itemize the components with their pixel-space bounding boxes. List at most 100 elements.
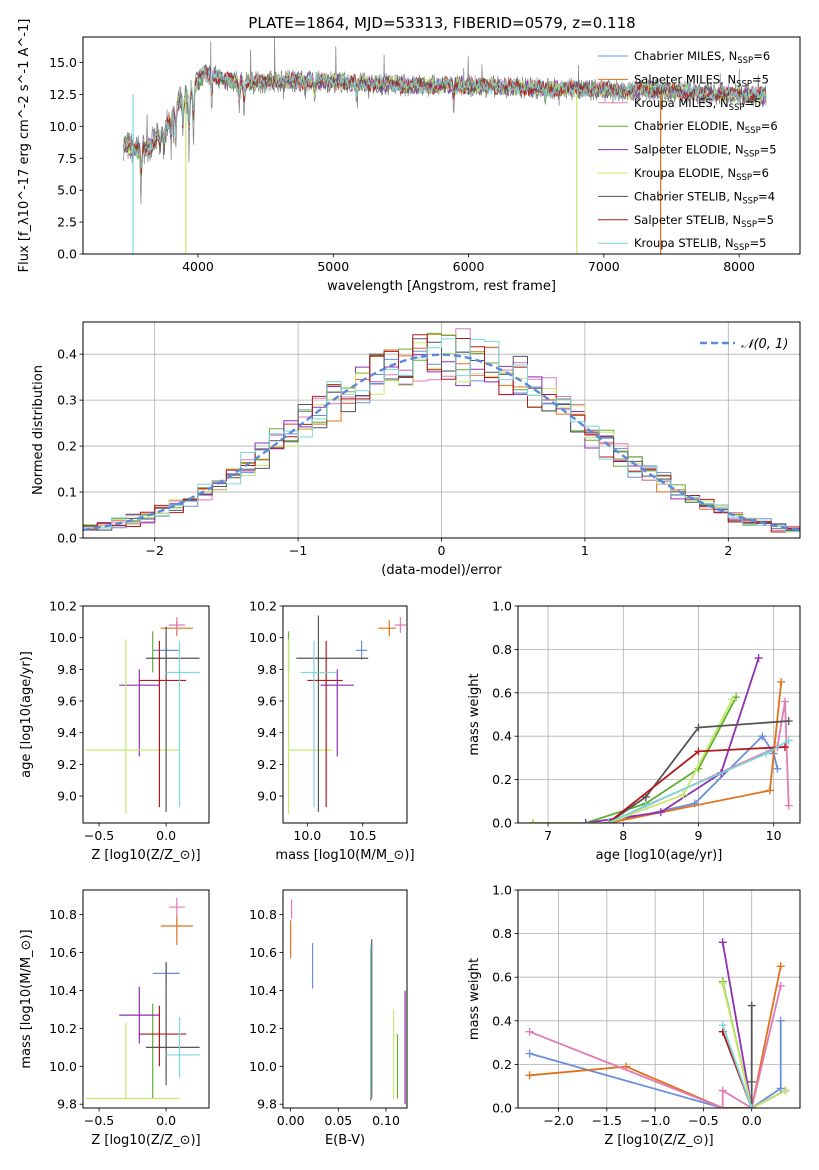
legend-nssp-sub: SSP xyxy=(742,196,758,206)
legend-nssp-sub: SSP xyxy=(736,79,752,89)
legend-nssp-value: =4 xyxy=(758,189,775,203)
weight_vs_Z-xtick-label: −2.0 xyxy=(543,1113,573,1128)
mass_vs_Z-ytick-label: 10.8 xyxy=(49,907,77,922)
age_vs_mass-xtick-label: 10.5 xyxy=(349,828,377,843)
legend-nssp: N xyxy=(720,96,729,110)
weight-marker xyxy=(718,1086,727,1095)
weight_vs_Z-ytick-label: 0.4 xyxy=(492,1013,512,1028)
weight_vs_age-ylabel: mass weight xyxy=(467,673,482,755)
weight-marker xyxy=(747,1077,756,1086)
age_vs_Z-ytick-label: 9.6 xyxy=(57,694,77,709)
weight-marker xyxy=(525,1027,534,1036)
mass_vs_ebv-xtick-label: 0.10 xyxy=(372,1113,400,1128)
spectrum-legend: Chabrier MILES, NSSP=6 Salpeter MILES, NS… xyxy=(598,49,778,253)
weight-marker xyxy=(784,717,793,726)
legend-normal-label: 𝒩(0, 1) xyxy=(741,337,788,352)
legend-label: Kroupa STELIB, NSSP=5 xyxy=(634,236,766,253)
spectrum-ytick-label: 12.5 xyxy=(49,87,77,102)
age_vs_Z-ytick-label: 10.0 xyxy=(49,630,77,645)
weight-marker xyxy=(728,695,737,704)
age_vs_Z-plot-area xyxy=(85,617,200,814)
residuals-ytick-label: 0.4 xyxy=(57,347,77,362)
legend-label: Salpeter STELIB, NSSP=5 xyxy=(634,213,774,230)
age_vs_mass-ytick-label: 10.2 xyxy=(249,599,277,614)
weight-marker xyxy=(694,747,703,756)
legend-label: Kroupa ELODIE, NSSP=6 xyxy=(634,166,769,183)
weight_vs_age-xtick-label: 7 xyxy=(544,828,552,843)
age_vs_Z-panel: −0.5 0.0 9.0 9.2 9.4 9.6 9.8 10.0 10.2 Z [log10(Z… xyxy=(19,599,210,863)
mass_vs_Z-xtick-label: −0.5 xyxy=(84,1113,114,1128)
spectrum-xlabel: wavelength [Angstrom, rest frame] xyxy=(327,279,556,294)
age_vs_Z-ytick-label: 9.2 xyxy=(57,757,77,772)
legend-nssp-sub: SSP xyxy=(736,173,752,183)
mass_vs_Z-frame xyxy=(82,889,210,1109)
legend-nssp-sub: SSP xyxy=(737,56,753,66)
residuals-ytick-label: 0.0 xyxy=(57,531,77,546)
spectrum-xtick-label: 5000 xyxy=(317,259,349,274)
legend-nssp: N xyxy=(734,189,743,203)
weight-marker xyxy=(781,1086,790,1095)
weight_vs_age-xtick-label: 9 xyxy=(695,828,703,843)
weight_vs_Z-ytick-label: 0.0 xyxy=(492,1101,512,1116)
age_vs_Z-ytick-label: 9.8 xyxy=(57,662,77,677)
weight-line-kroupa-elodie xyxy=(721,983,786,1108)
residuals-xtick-label: −1 xyxy=(289,543,307,558)
weight_vs_Z-panel: −2.0 −1.5 −1.0 −0.5 0.0 0.0 0.2 0.4 0.6 0.8 1.0 Z [… xyxy=(467,883,801,1148)
residuals-ytick-label: 0.2 xyxy=(57,439,77,454)
mass_vs_ebv-frame xyxy=(282,889,408,1109)
mass_vs_ebv-panel: 0.00 0.05 0.10 9.8 10.0 10.2 10.4 10.6 10.8 E(B-V… xyxy=(249,889,408,1148)
weight-marker xyxy=(762,749,771,758)
legend-nssp: N xyxy=(727,166,736,180)
weight-marker xyxy=(784,736,793,745)
age_vs_Z-ytick-label: 9.0 xyxy=(57,789,77,804)
legend-nssp: N xyxy=(735,143,744,157)
age_vs_mass-xlabel: mass [log10(M/M_⊙)] xyxy=(275,848,414,863)
weight-line-chabrier-stelib xyxy=(607,720,789,823)
legend-nssp-sub: SSP xyxy=(729,103,745,113)
age_vs_mass-frame xyxy=(282,605,408,824)
mass_vs_ebv-ytick-label: 10.2 xyxy=(249,1021,277,1036)
legend-nssp-value: =5 xyxy=(749,236,766,250)
spectrum-plot-area xyxy=(123,37,767,254)
weight-marker xyxy=(525,1071,534,1080)
legend-label: Chabrier MILES, NSSP=6 xyxy=(634,49,770,66)
mass_vs_Z-ytick-label: 9.8 xyxy=(57,1097,77,1112)
spectrum-xtick-label: 7000 xyxy=(588,259,620,274)
legend-nssp-value: =6 xyxy=(753,49,770,63)
weight_vs_age-xtick-label: 10 xyxy=(766,828,782,843)
age_vs_Z-frame xyxy=(82,605,210,824)
age_vs_mass-xtick-label: 10.0 xyxy=(293,828,321,843)
weight-marker xyxy=(780,743,789,752)
weight-marker xyxy=(718,1021,727,1030)
residuals-xtick-label: 0 xyxy=(438,543,446,558)
weight_vs_age-xtick-label: 8 xyxy=(619,828,627,843)
spectrum-ytick-label: 5.0 xyxy=(57,183,77,198)
mass_vs_ebv-xtick-label: 0.05 xyxy=(324,1113,352,1128)
residuals-xlabel: (data-model)/error xyxy=(381,563,502,578)
legend-nssp-value: =5 xyxy=(744,96,761,110)
mass_vs_Z-ylabel: mass [log10(M/M_⊙)] xyxy=(19,929,34,1068)
legend-nssp: N xyxy=(736,119,745,133)
weight_vs_Z-ylabel: mass weight xyxy=(467,958,482,1040)
weight-marker xyxy=(718,979,727,988)
legend-nssp-sub: SSP xyxy=(744,150,760,160)
spectrum-ylabel: Flux [f_λ10^-17 erg cm^-2 s^-1 A^-1] xyxy=(17,19,32,273)
legend-nssp-sub: SSP xyxy=(741,220,757,230)
age_vs_Z-xtick-label: 0.0 xyxy=(156,828,176,843)
age_vs_mass-ytick-label: 9.8 xyxy=(257,662,277,677)
weight-line-kroupa-stelib xyxy=(607,739,790,823)
residuals-xtick-label: 2 xyxy=(724,543,732,558)
weight-marker xyxy=(765,786,774,795)
age_vs_mass-ytick-label: 9.4 xyxy=(257,725,277,740)
weight_vs_age-ytick-label: 0.2 xyxy=(492,772,512,787)
weight-marker xyxy=(754,654,763,663)
residuals-frame xyxy=(82,321,801,539)
residuals-xtick-label: 1 xyxy=(581,543,589,558)
legend-nssp-value: =6 xyxy=(761,119,778,133)
weight_vs_age-grid xyxy=(518,605,800,824)
residuals-ytick-label: 0.3 xyxy=(57,393,77,408)
mass_vs_ebv-ytick-label: 10.4 xyxy=(249,983,277,998)
age_vs_Z-ylabel: age [log10(age/yr)] xyxy=(19,651,34,778)
weight_vs_Z-ytick-label: 0.2 xyxy=(492,1057,512,1072)
weight_vs_age-panel: 7 8 9 10 0.0 0.2 0.4 0.6 0.8 1.0 age [log10(age/yr… xyxy=(467,599,801,863)
